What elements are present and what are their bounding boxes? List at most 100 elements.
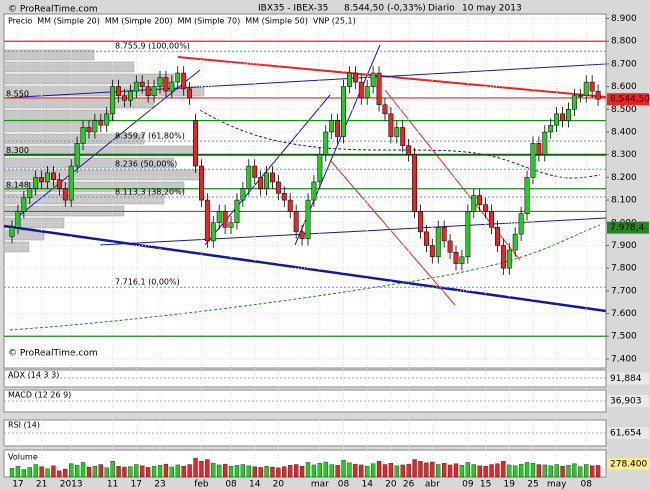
candle-body <box>418 211 423 233</box>
candle-body <box>15 211 21 228</box>
candle-body <box>39 177 45 183</box>
x-tick-label: may <box>547 480 567 490</box>
candle-body <box>465 211 471 258</box>
volume-bar <box>134 464 139 478</box>
price-box <box>607 93 649 106</box>
y-tick-label: 8.500 <box>611 105 637 115</box>
volume-bar <box>501 461 506 478</box>
candle-body <box>566 109 571 121</box>
volume-bar <box>163 463 169 478</box>
candle-body <box>45 172 50 183</box>
candle-body <box>193 120 198 167</box>
volume-bar <box>146 467 151 478</box>
candle-body <box>494 227 500 246</box>
y-tick-label: 8.700 <box>611 59 637 69</box>
volume-bar <box>412 459 417 478</box>
volume-bar <box>513 465 518 478</box>
candle-body <box>305 199 311 239</box>
candle-body <box>98 120 104 126</box>
candle-body <box>341 86 346 137</box>
volume-bar <box>74 465 80 478</box>
candle-body <box>204 199 210 242</box>
candle-body <box>500 245 506 269</box>
price-box <box>607 221 649 234</box>
candle-body <box>489 211 494 228</box>
volume-bar <box>578 466 583 478</box>
volume-bar <box>453 463 459 478</box>
price-box-label: 7.978,4 <box>610 223 645 233</box>
x-tick-label: 11 <box>107 480 118 490</box>
candle-body <box>394 127 400 137</box>
volume-bar <box>175 464 180 478</box>
volume-bar <box>471 464 476 478</box>
candle-body <box>346 72 352 87</box>
indicator-last-box <box>607 372 649 385</box>
volume-last: 278.400 <box>610 460 647 470</box>
candle-body <box>133 81 139 92</box>
candle-body <box>376 72 382 106</box>
candle-body <box>181 72 187 90</box>
volume-bar <box>370 463 376 478</box>
candle-body <box>453 252 459 264</box>
period: Diario <box>428 4 455 14</box>
candle-body <box>287 199 293 212</box>
indicator-last: 91,884 <box>610 374 642 384</box>
candle-body <box>370 72 376 87</box>
volume-bar <box>305 462 311 478</box>
candle-body <box>358 81 364 99</box>
candle-body <box>198 165 204 201</box>
candle-body <box>27 188 33 199</box>
candle-body <box>512 233 518 251</box>
last-change: 8.544,50 (-0,33%) <box>344 4 426 14</box>
candle-body <box>116 86 122 96</box>
volume-bar <box>388 463 394 478</box>
candle-body <box>68 165 74 201</box>
volume-bar <box>205 459 210 478</box>
candle-body <box>323 131 329 155</box>
candle-body <box>560 113 566 121</box>
volume-bar <box>489 464 494 478</box>
volume-bar <box>211 463 216 478</box>
candle-body <box>246 165 252 189</box>
candle-body <box>506 249 512 269</box>
volume-bar <box>442 463 447 478</box>
candle-body <box>382 104 388 115</box>
indicator-label: RSI (14) <box>8 421 40 430</box>
volume-bar <box>560 466 565 478</box>
candle-body <box>388 113 394 137</box>
candle-body <box>151 86 157 96</box>
candle-body <box>311 181 317 201</box>
volume-bar <box>566 465 571 478</box>
y-tick-label: 8.200 <box>611 173 637 183</box>
volume-bar <box>335 465 340 478</box>
fib-label: 7.716,1 (0,00%) <box>115 278 180 287</box>
candle-body <box>412 154 418 212</box>
volume-bar <box>477 465 482 478</box>
watermark: © ProRealTime.com <box>8 5 98 15</box>
x-tick-label: 2013 <box>60 480 83 490</box>
candle-body <box>477 195 483 205</box>
x-tick-label: 14 <box>249 480 261 490</box>
price-box-label: 8.544,50 <box>610 95 650 105</box>
candle-body <box>459 256 465 264</box>
candle-body <box>352 72 358 83</box>
profile-label: 8.300 <box>6 146 29 155</box>
volume-bar <box>15 466 21 478</box>
volume-bar <box>311 464 317 478</box>
volume-bar <box>418 461 423 478</box>
volume-bar <box>151 466 157 478</box>
volume-bar <box>536 464 542 478</box>
volume-bar <box>193 458 198 478</box>
volume-bar <box>234 465 240 478</box>
volume-bar <box>542 464 547 478</box>
y-tick-label: 7.800 <box>611 264 637 274</box>
volume-label: Volume <box>8 453 38 462</box>
volume-bar <box>51 465 56 478</box>
volume-bar <box>317 463 322 478</box>
volume-bar <box>187 464 192 478</box>
volume-bar <box>63 468 68 478</box>
volume-bar <box>465 462 470 478</box>
volume-bar <box>217 464 222 478</box>
x-tick-label: 08 <box>225 480 237 490</box>
